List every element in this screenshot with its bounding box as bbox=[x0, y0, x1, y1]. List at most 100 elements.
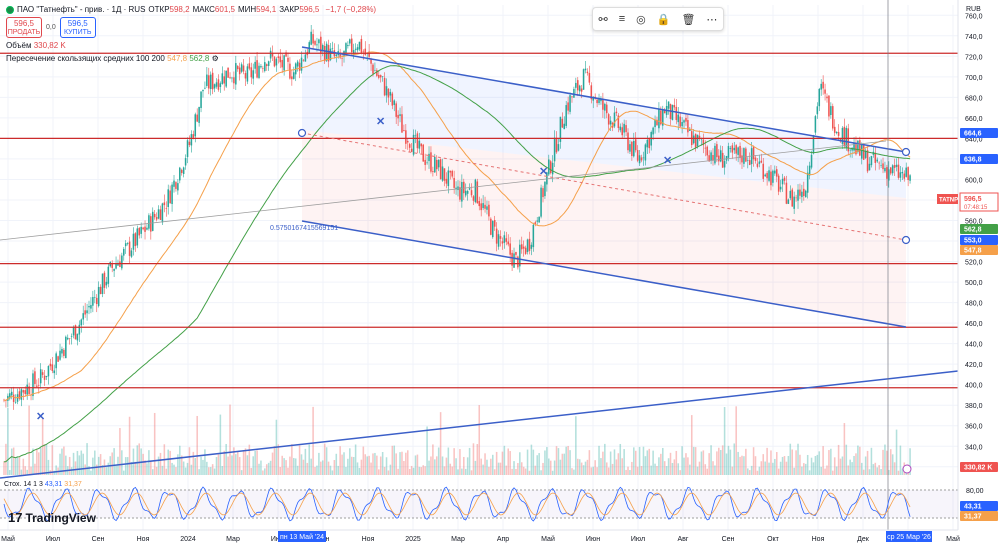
candle-body bbox=[700, 138, 703, 140]
volume-bar bbox=[700, 451, 703, 475]
candle-body bbox=[577, 80, 579, 91]
volume-bar bbox=[265, 464, 268, 475]
volume-bar bbox=[457, 469, 459, 475]
candle-body bbox=[34, 371, 36, 384]
candle-body bbox=[884, 167, 886, 172]
candle-body bbox=[196, 114, 198, 122]
candle-body bbox=[544, 181, 546, 197]
symbol-title[interactable]: ПАО "Татнефть" - прив. · 1Д · RUS bbox=[17, 5, 146, 14]
candle-body bbox=[173, 180, 175, 187]
candle-body bbox=[428, 153, 430, 162]
volume-bar bbox=[862, 469, 865, 475]
volume-bar bbox=[126, 457, 129, 475]
candle-body bbox=[897, 164, 900, 178]
sell-button[interactable]: 596,5 ПРОДАТЬ bbox=[6, 17, 42, 38]
volume-bar bbox=[546, 447, 548, 475]
candle-body bbox=[88, 305, 90, 308]
candle-body bbox=[536, 220, 538, 222]
volume-bar bbox=[3, 461, 5, 475]
volume-bar bbox=[561, 453, 564, 475]
volume-bar bbox=[182, 461, 185, 475]
candle-body bbox=[265, 64, 268, 67]
volume-bar bbox=[312, 406, 314, 475]
candle-body bbox=[401, 114, 403, 133]
candle-body bbox=[36, 385, 38, 387]
candle-body bbox=[432, 171, 434, 173]
candle-body bbox=[461, 182, 463, 202]
volume-bar bbox=[449, 463, 452, 475]
candle-body bbox=[565, 105, 567, 126]
volume-bar bbox=[240, 470, 243, 475]
volume-bar bbox=[356, 462, 359, 475]
volume-bar bbox=[604, 443, 606, 475]
line-style-icon[interactable]: ≡ bbox=[618, 13, 626, 25]
volume-bar bbox=[646, 450, 649, 475]
candle-body bbox=[646, 139, 649, 148]
candle-body bbox=[835, 131, 838, 134]
template-icon[interactable]: ⚯ bbox=[598, 13, 608, 26]
ma-cross-legend[interactable]: Пересечение скользящих средних 100 200 5… bbox=[6, 54, 219, 63]
candle-body bbox=[478, 201, 481, 207]
volume-bar bbox=[542, 462, 544, 475]
volume-bar bbox=[714, 465, 716, 475]
volume-bar bbox=[105, 467, 108, 475]
volume-bar bbox=[437, 447, 440, 475]
volume-bar bbox=[202, 459, 204, 475]
lock-icon[interactable]: 🔒 bbox=[656, 13, 671, 26]
time-axis: Май Июл Сен Ноя 2024 Мар Июл Сен Ноя 2025 Мар Апр Ма… bbox=[0, 529, 1000, 548]
stochastic-pane bbox=[0, 486, 958, 522]
volume-bar bbox=[383, 466, 386, 475]
candle-body bbox=[463, 181, 465, 194]
volume-bar bbox=[791, 449, 793, 475]
buy-button[interactable]: 596,5 КУПИТЬ bbox=[59, 17, 96, 38]
candle-body bbox=[675, 106, 678, 121]
candle-body bbox=[175, 182, 177, 189]
volume-bar bbox=[509, 451, 511, 475]
volume-bar bbox=[430, 456, 432, 475]
candle-body bbox=[590, 85, 593, 100]
badge-stoch-d-bg bbox=[960, 511, 998, 521]
volume-bar bbox=[30, 466, 32, 475]
settings-icon[interactable]: ⚙ bbox=[211, 54, 219, 63]
volume-bar bbox=[607, 467, 610, 475]
volume-bar bbox=[634, 450, 637, 475]
candle-body bbox=[870, 156, 873, 166]
volume-bar bbox=[435, 456, 438, 475]
visibility-icon[interactable]: ◎ bbox=[636, 13, 646, 26]
x-tick-label: Ноя bbox=[362, 536, 375, 543]
candle-body bbox=[113, 268, 115, 271]
date-badge-left-bg bbox=[278, 531, 326, 542]
candle-body bbox=[119, 261, 121, 267]
volume-bar bbox=[747, 468, 749, 475]
volume-bar bbox=[194, 458, 197, 475]
volume-bar bbox=[426, 426, 428, 475]
volume-bar bbox=[470, 470, 473, 475]
volume-bar bbox=[888, 469, 890, 475]
more-icon[interactable]: ⋯ bbox=[706, 13, 718, 26]
volume-legend[interactable]: Объём 330,82 K bbox=[6, 41, 66, 50]
badge-636-bg bbox=[960, 154, 998, 164]
candle-body bbox=[111, 263, 113, 268]
volume-bar bbox=[781, 456, 784, 475]
candle-body bbox=[580, 88, 583, 92]
trash-icon[interactable]: 🗑 bbox=[681, 13, 696, 26]
candle-body bbox=[822, 81, 824, 89]
candle-body bbox=[117, 262, 119, 266]
candle-body bbox=[376, 70, 378, 76]
y-tick-label: 600,0 bbox=[965, 177, 983, 184]
candle-body bbox=[617, 115, 620, 128]
volume-bar bbox=[497, 462, 500, 475]
badge-stoch-k: 43,31 bbox=[960, 501, 998, 511]
candle-body bbox=[457, 186, 459, 191]
volume-bar bbox=[252, 456, 254, 475]
ma100-line bbox=[4, 51, 911, 401]
volume-bar bbox=[459, 449, 461, 475]
drawing-toolbar: ⚯ ≡ ◎ 🔒 🗑 ⋯ bbox=[592, 7, 724, 31]
volume-bar bbox=[188, 447, 191, 475]
candle-body bbox=[542, 188, 544, 198]
volume-bar bbox=[490, 458, 492, 475]
volume-bar bbox=[420, 467, 423, 475]
stoch-legend[interactable]: Стох. 14 1 3 43,31 31,37 bbox=[4, 481, 82, 488]
volume-bar bbox=[262, 470, 264, 475]
